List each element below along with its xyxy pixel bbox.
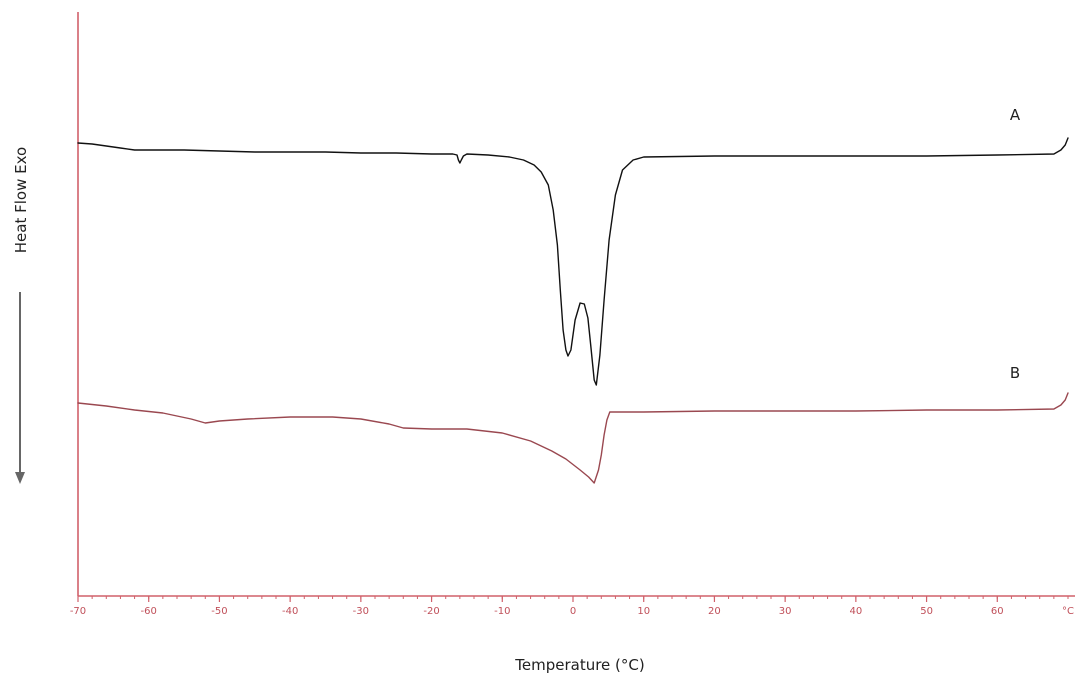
down-arrow-icon	[15, 292, 25, 484]
x-tick-label: -40	[282, 606, 298, 617]
y-axis-title: Heat Flow Exo	[12, 147, 30, 253]
x-tick-label: 60	[991, 606, 1004, 617]
x-tick-label: -50	[211, 606, 227, 617]
major-tick-group	[77, 596, 998, 602]
x-tick-label: -70	[70, 606, 86, 617]
series-layer	[77, 137, 1069, 484]
x-tick-label: -60	[141, 606, 157, 617]
series-line-A	[77, 137, 1069, 386]
series-line-B	[77, 392, 1069, 484]
x-tick-label: -10	[494, 606, 510, 617]
x-tick-label: 20	[708, 606, 721, 617]
curve-label-B: B	[1010, 364, 1020, 382]
x-tick-label: 10	[637, 606, 650, 617]
x-unit-label: °C	[1062, 606, 1074, 617]
tick-label-group: -70 -60 -50 -40 -30 -20 -10 0 10 20 30 40 50 60	[70, 606, 1004, 617]
x-tick-label: -30	[353, 606, 369, 617]
x-tick-label: 40	[849, 606, 862, 617]
x-tick-label: 30	[779, 606, 792, 617]
x-axis-title: Temperature (°C)	[514, 656, 644, 674]
y-axis-title-text: Heat Flow Exo	[12, 147, 30, 253]
curve-label-A: A	[1010, 106, 1021, 124]
curve-labels: AB	[1010, 106, 1021, 382]
x-tick-label: -20	[423, 606, 439, 617]
x-tick-label: 0	[570, 606, 576, 617]
x-tick-label: 50	[920, 606, 933, 617]
